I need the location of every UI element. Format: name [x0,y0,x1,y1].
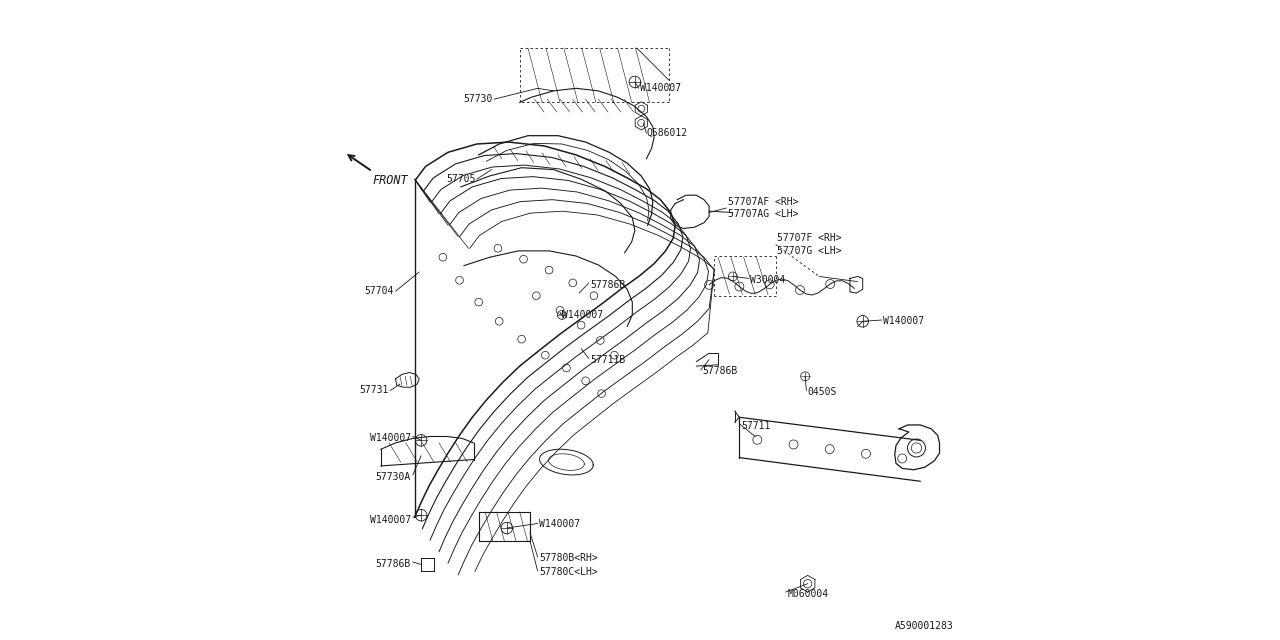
Text: 57705: 57705 [447,174,476,184]
Text: 57711: 57711 [741,420,771,431]
Text: 57707AG <LH>: 57707AG <LH> [728,209,799,220]
Text: 57780C<LH>: 57780C<LH> [539,567,598,577]
Text: 57786B: 57786B [703,366,739,376]
Text: W30004: W30004 [750,275,786,285]
Text: 57704: 57704 [365,286,394,296]
Text: 57786B: 57786B [590,280,626,290]
Text: W140007: W140007 [883,316,924,326]
Text: W140007: W140007 [370,515,411,525]
Text: 57731: 57731 [360,385,389,396]
Text: 57780B<RH>: 57780B<RH> [539,553,598,563]
Text: A590001283: A590001283 [895,621,954,631]
Text: W140007: W140007 [370,433,411,444]
Text: W140007: W140007 [640,83,681,93]
Text: 57730A: 57730A [375,472,411,482]
Text: Q586012: Q586012 [646,128,687,138]
Text: 57707AF <RH>: 57707AF <RH> [728,196,799,207]
Text: W140007: W140007 [539,518,580,529]
Text: 0450S: 0450S [808,387,837,397]
Text: 57786B: 57786B [375,559,411,570]
Text: 57711B: 57711B [590,355,626,365]
Text: W140007: W140007 [562,310,603,320]
Text: 57730: 57730 [463,94,493,104]
Text: FRONT: FRONT [372,174,408,187]
Text: 57707G <LH>: 57707G <LH> [777,246,841,256]
Text: 57707F <RH>: 57707F <RH> [777,233,841,243]
Text: M060004: M060004 [787,589,828,599]
